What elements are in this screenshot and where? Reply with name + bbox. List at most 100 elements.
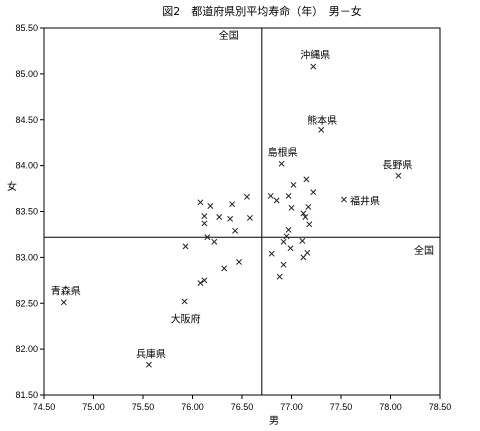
point-mark — [305, 203, 312, 210]
data-point — [145, 361, 152, 368]
point-mark — [229, 201, 236, 208]
point-mark — [395, 172, 402, 179]
point-mark — [280, 261, 287, 268]
data-point — [285, 192, 292, 199]
data-point — [267, 192, 274, 199]
x-axis-label: 男 — [269, 415, 279, 427]
data-point — [306, 221, 313, 228]
data-point — [182, 243, 189, 250]
data-point — [201, 277, 208, 284]
chart-title: 図2 都道府県別平均寿命（年） 男－女 — [162, 4, 362, 18]
y-tick-label: 82.00 — [15, 344, 38, 354]
data-point — [276, 273, 283, 280]
point-mark — [145, 361, 152, 368]
data-point — [278, 160, 285, 167]
data-point — [229, 201, 236, 208]
point-mark — [236, 259, 242, 265]
data-point — [268, 250, 275, 257]
point-label: 熊本県 — [307, 114, 337, 127]
y-axis-label: 女 — [7, 180, 17, 193]
data-point — [302, 214, 309, 220]
point-mark — [276, 273, 283, 280]
point-mark — [197, 280, 204, 287]
x-tick-label: 77.50 — [330, 402, 353, 412]
data-point — [287, 245, 294, 252]
data-point — [207, 203, 214, 209]
data-point — [201, 213, 208, 220]
data-point — [236, 259, 242, 265]
point-mark — [197, 199, 204, 206]
x-tick-label: 76.50 — [231, 402, 254, 412]
data-point — [211, 238, 218, 245]
data-point — [285, 226, 292, 233]
point-mark — [285, 192, 292, 199]
y-tick-label: 84.50 — [15, 115, 38, 125]
data-point — [280, 238, 287, 245]
point-mark — [341, 196, 347, 203]
point-mark — [283, 233, 290, 240]
point-mark — [207, 203, 214, 209]
data-point — [310, 189, 317, 196]
data-point — [216, 214, 223, 220]
point-mark — [285, 226, 292, 233]
data-point — [246, 214, 253, 221]
point-mark — [268, 250, 275, 257]
data-point — [273, 197, 280, 204]
point-mark — [221, 265, 228, 272]
data-point — [283, 233, 290, 240]
data-point — [300, 210, 307, 217]
point-mark — [288, 204, 295, 211]
x-tick-label: 76.00 — [181, 402, 204, 412]
data-point — [290, 181, 297, 188]
y-tick-label: 85.00 — [15, 69, 38, 79]
point-mark — [290, 181, 297, 188]
national-average-x-label: 全国 — [219, 29, 239, 42]
data-point — [280, 261, 287, 268]
point-mark — [246, 214, 253, 221]
data-point — [227, 215, 234, 222]
data-point — [201, 220, 208, 227]
point-mark — [280, 238, 287, 245]
point-mark — [306, 221, 313, 228]
data-point — [288, 204, 295, 211]
data-point — [304, 249, 311, 256]
point-mark — [267, 192, 274, 199]
point-mark — [243, 193, 250, 200]
y-tick-label: 84.00 — [15, 161, 38, 171]
point-mark — [278, 160, 285, 167]
point-mark — [232, 227, 239, 234]
point-label: 兵庫県 — [136, 348, 166, 361]
data-point — [204, 234, 211, 241]
y-tick-label: 81.50 — [15, 390, 38, 400]
point-mark — [227, 215, 234, 222]
data-point — [395, 172, 402, 179]
data-point — [197, 280, 204, 287]
point-mark — [182, 243, 189, 250]
y-tick-label: 82.50 — [15, 298, 38, 308]
data-point — [232, 227, 239, 234]
data-point — [60, 299, 67, 306]
point-mark — [60, 299, 67, 306]
data-point — [197, 199, 204, 206]
plot-frame — [43, 27, 441, 396]
point-mark — [273, 197, 280, 204]
point-mark — [181, 298, 188, 305]
point-mark — [300, 210, 307, 217]
point-mark — [201, 213, 208, 220]
data-point — [221, 265, 228, 272]
point-mark — [216, 214, 223, 220]
x-tick-label: 78.50 — [429, 402, 452, 412]
point-mark — [302, 214, 309, 220]
data-point — [341, 196, 347, 203]
y-tick-label: 83.00 — [15, 252, 38, 262]
y-tick-label: 85.50 — [15, 23, 38, 33]
x-tick-label: 78.00 — [379, 402, 402, 412]
data-point — [181, 298, 188, 305]
point-mark — [310, 189, 317, 196]
point-mark — [303, 176, 310, 183]
point-label: 大阪府 — [171, 312, 201, 325]
point-label: 島根県 — [268, 146, 298, 159]
data-points — [60, 63, 402, 368]
point-mark — [287, 245, 294, 252]
